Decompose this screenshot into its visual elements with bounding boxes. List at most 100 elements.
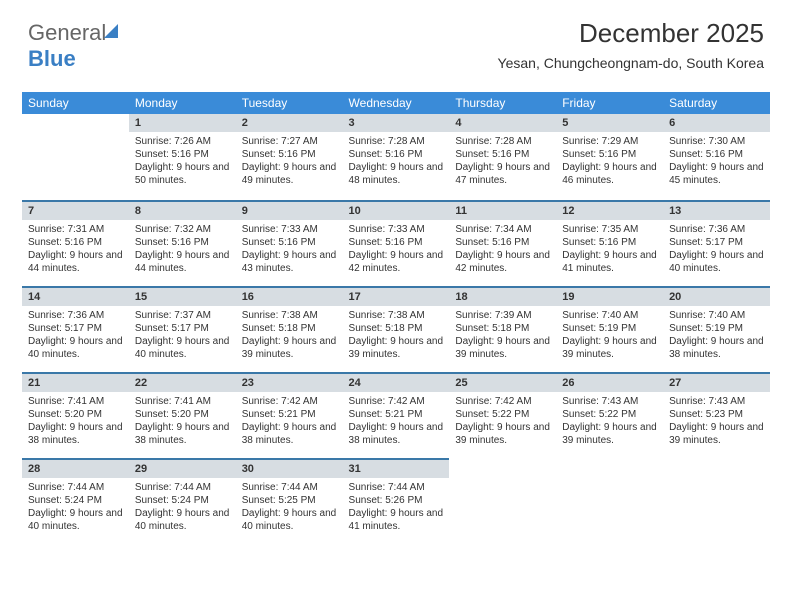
sunrise-text: Sunrise: 7:30 AM: [669, 135, 764, 148]
sunrise-text: Sunrise: 7:42 AM: [349, 395, 444, 408]
calendar-header-row: Sunday Monday Tuesday Wednesday Thursday…: [22, 92, 770, 114]
calendar-cell: 17Sunrise: 7:38 AMSunset: 5:18 PMDayligh…: [343, 286, 450, 372]
calendar-cell: 31Sunrise: 7:44 AMSunset: 5:26 PMDayligh…: [343, 458, 450, 544]
sunset-text: Sunset: 5:19 PM: [562, 322, 657, 335]
day-number: 13: [663, 200, 770, 220]
calendar-cell: 3Sunrise: 7:28 AMSunset: 5:16 PMDaylight…: [343, 114, 450, 200]
day-content: Sunrise: 7:36 AMSunset: 5:17 PMDaylight:…: [663, 220, 770, 279]
sunrise-text: Sunrise: 7:44 AM: [135, 481, 230, 494]
daylight-text: Daylight: 9 hours and 46 minutes.: [562, 161, 657, 187]
sunrise-text: Sunrise: 7:43 AM: [669, 395, 764, 408]
day-header: Friday: [556, 92, 663, 114]
calendar-week-row: 21Sunrise: 7:41 AMSunset: 5:20 PMDayligh…: [22, 372, 770, 458]
day-content: Sunrise: 7:35 AMSunset: 5:16 PMDaylight:…: [556, 220, 663, 279]
calendar-cell: 7Sunrise: 7:31 AMSunset: 5:16 PMDaylight…: [22, 200, 129, 286]
sunset-text: Sunset: 5:16 PM: [242, 148, 337, 161]
calendar-cell: 23Sunrise: 7:42 AMSunset: 5:21 PMDayligh…: [236, 372, 343, 458]
sunrise-text: Sunrise: 7:29 AM: [562, 135, 657, 148]
daylight-text: Daylight: 9 hours and 39 minutes.: [242, 335, 337, 361]
calendar-cell: 27Sunrise: 7:43 AMSunset: 5:23 PMDayligh…: [663, 372, 770, 458]
day-number: 4: [449, 114, 556, 132]
calendar-cell: 12Sunrise: 7:35 AMSunset: 5:16 PMDayligh…: [556, 200, 663, 286]
calendar-cell: 21Sunrise: 7:41 AMSunset: 5:20 PMDayligh…: [22, 372, 129, 458]
day-number: 7: [22, 200, 129, 220]
day-content: Sunrise: 7:38 AMSunset: 5:18 PMDaylight:…: [343, 306, 450, 365]
calendar-week-row: 7Sunrise: 7:31 AMSunset: 5:16 PMDaylight…: [22, 200, 770, 286]
calendar-cell: 25Sunrise: 7:42 AMSunset: 5:22 PMDayligh…: [449, 372, 556, 458]
daylight-text: Daylight: 9 hours and 42 minutes.: [455, 249, 550, 275]
day-content: Sunrise: 7:40 AMSunset: 5:19 PMDaylight:…: [556, 306, 663, 365]
day-header: Thursday: [449, 92, 556, 114]
brand-part1: General: [28, 20, 106, 45]
day-content: Sunrise: 7:32 AMSunset: 5:16 PMDaylight:…: [129, 220, 236, 279]
day-number: 19: [556, 286, 663, 306]
page-subtitle: Yesan, Chungcheongnam-do, South Korea: [498, 55, 764, 71]
day-number: 12: [556, 200, 663, 220]
daylight-text: Daylight: 9 hours and 38 minutes.: [28, 421, 123, 447]
calendar-cell: [449, 458, 556, 544]
day-number: 6: [663, 114, 770, 132]
day-content: Sunrise: 7:28 AMSunset: 5:16 PMDaylight:…: [343, 132, 450, 191]
day-number: 24: [343, 372, 450, 392]
day-content: Sunrise: 7:27 AMSunset: 5:16 PMDaylight:…: [236, 132, 343, 191]
sunrise-text: Sunrise: 7:38 AM: [242, 309, 337, 322]
sunrise-text: Sunrise: 7:41 AM: [28, 395, 123, 408]
day-content: Sunrise: 7:44 AMSunset: 5:26 PMDaylight:…: [343, 478, 450, 537]
calendar-cell: [663, 458, 770, 544]
daylight-text: Daylight: 9 hours and 50 minutes.: [135, 161, 230, 187]
day-number: 15: [129, 286, 236, 306]
calendar-cell: 18Sunrise: 7:39 AMSunset: 5:18 PMDayligh…: [449, 286, 556, 372]
sunrise-text: Sunrise: 7:28 AM: [349, 135, 444, 148]
day-content: Sunrise: 7:36 AMSunset: 5:17 PMDaylight:…: [22, 306, 129, 365]
day-content: Sunrise: 7:31 AMSunset: 5:16 PMDaylight:…: [22, 220, 129, 279]
daylight-text: Daylight: 9 hours and 48 minutes.: [349, 161, 444, 187]
sunset-text: Sunset: 5:16 PM: [669, 148, 764, 161]
daylight-text: Daylight: 9 hours and 44 minutes.: [28, 249, 123, 275]
day-content: Sunrise: 7:40 AMSunset: 5:19 PMDaylight:…: [663, 306, 770, 365]
calendar-cell: 5Sunrise: 7:29 AMSunset: 5:16 PMDaylight…: [556, 114, 663, 200]
daylight-text: Daylight: 9 hours and 39 minutes.: [562, 335, 657, 361]
sunrise-text: Sunrise: 7:31 AM: [28, 223, 123, 236]
day-content: Sunrise: 7:33 AMSunset: 5:16 PMDaylight:…: [236, 220, 343, 279]
sunset-text: Sunset: 5:16 PM: [135, 236, 230, 249]
header-right: December 2025 Yesan, Chungcheongnam-do, …: [498, 18, 764, 71]
calendar-week-row: 28Sunrise: 7:44 AMSunset: 5:24 PMDayligh…: [22, 458, 770, 544]
sunset-text: Sunset: 5:24 PM: [135, 494, 230, 507]
calendar-cell: 11Sunrise: 7:34 AMSunset: 5:16 PMDayligh…: [449, 200, 556, 286]
day-number: 26: [556, 372, 663, 392]
day-number: 27: [663, 372, 770, 392]
brand-part2: Blue: [28, 46, 76, 71]
sunset-text: Sunset: 5:17 PM: [135, 322, 230, 335]
sunrise-text: Sunrise: 7:36 AM: [28, 309, 123, 322]
day-content: Sunrise: 7:43 AMSunset: 5:22 PMDaylight:…: [556, 392, 663, 451]
day-number: 11: [449, 200, 556, 220]
sunrise-text: Sunrise: 7:44 AM: [242, 481, 337, 494]
sunset-text: Sunset: 5:16 PM: [562, 148, 657, 161]
sunset-text: Sunset: 5:17 PM: [669, 236, 764, 249]
day-number: 3: [343, 114, 450, 132]
calendar-week-row: 14Sunrise: 7:36 AMSunset: 5:17 PMDayligh…: [22, 286, 770, 372]
day-number: 17: [343, 286, 450, 306]
calendar-cell: 15Sunrise: 7:37 AMSunset: 5:17 PMDayligh…: [129, 286, 236, 372]
daylight-text: Daylight: 9 hours and 40 minutes.: [242, 507, 337, 533]
calendar-cell: 6Sunrise: 7:30 AMSunset: 5:16 PMDaylight…: [663, 114, 770, 200]
day-number: 2: [236, 114, 343, 132]
day-header: Sunday: [22, 92, 129, 114]
day-content: Sunrise: 7:29 AMSunset: 5:16 PMDaylight:…: [556, 132, 663, 191]
daylight-text: Daylight: 9 hours and 47 minutes.: [455, 161, 550, 187]
calendar-cell: 4Sunrise: 7:28 AMSunset: 5:16 PMDaylight…: [449, 114, 556, 200]
sunrise-text: Sunrise: 7:40 AM: [669, 309, 764, 322]
daylight-text: Daylight: 9 hours and 40 minutes.: [28, 507, 123, 533]
day-number: 23: [236, 372, 343, 392]
calendar-cell: 16Sunrise: 7:38 AMSunset: 5:18 PMDayligh…: [236, 286, 343, 372]
sunset-text: Sunset: 5:26 PM: [349, 494, 444, 507]
sunrise-text: Sunrise: 7:38 AM: [349, 309, 444, 322]
calendar-cell: 24Sunrise: 7:42 AMSunset: 5:21 PMDayligh…: [343, 372, 450, 458]
day-number: 10: [343, 200, 450, 220]
sunset-text: Sunset: 5:17 PM: [28, 322, 123, 335]
brand-triangle-icon: [104, 24, 118, 38]
sunset-text: Sunset: 5:23 PM: [669, 408, 764, 421]
calendar-cell: 13Sunrise: 7:36 AMSunset: 5:17 PMDayligh…: [663, 200, 770, 286]
day-content: Sunrise: 7:30 AMSunset: 5:16 PMDaylight:…: [663, 132, 770, 191]
sunrise-text: Sunrise: 7:40 AM: [562, 309, 657, 322]
